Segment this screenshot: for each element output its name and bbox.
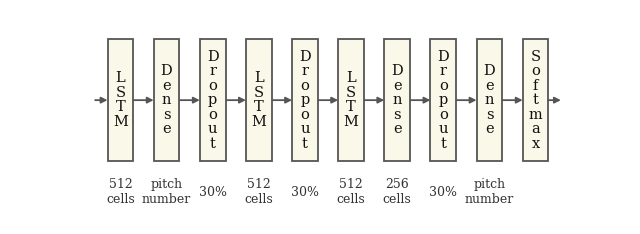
FancyBboxPatch shape (108, 39, 133, 161)
Text: pitch
number: pitch number (465, 178, 514, 206)
FancyBboxPatch shape (246, 39, 272, 161)
Text: 512
cells: 512 cells (106, 178, 135, 206)
FancyBboxPatch shape (431, 39, 456, 161)
Text: D
e
n
s
e: D e n s e (391, 64, 403, 136)
Text: D
e
n
s
e: D e n s e (161, 64, 172, 136)
Text: L
S
T
M: L S T M (344, 71, 358, 129)
Text: L
S
T
M: L S T M (252, 71, 266, 129)
Text: 512
cells: 512 cells (337, 178, 365, 206)
Text: L
S
T
M: L S T M (113, 71, 128, 129)
Text: D
e
n
s
e: D e n s e (484, 64, 495, 136)
FancyBboxPatch shape (523, 39, 548, 161)
Text: D
r
o
p
o
u
t: D r o p o u t (207, 50, 218, 151)
FancyBboxPatch shape (477, 39, 502, 161)
Text: S
o
f
t
m
a
x: S o f t m a x (529, 50, 543, 151)
Text: 512
cells: 512 cells (244, 178, 273, 206)
Text: 30%: 30% (429, 186, 458, 198)
Text: 256
cells: 256 cells (383, 178, 412, 206)
Text: pitch
number: pitch number (142, 178, 191, 206)
Text: 30%: 30% (198, 186, 227, 198)
Text: D
r
o
p
o
u
t: D r o p o u t (299, 50, 311, 151)
FancyBboxPatch shape (154, 39, 179, 161)
Text: D
r
o
p
o
u
t: D r o p o u t (438, 50, 449, 151)
FancyBboxPatch shape (338, 39, 364, 161)
FancyBboxPatch shape (384, 39, 410, 161)
Text: 30%: 30% (291, 186, 319, 198)
FancyBboxPatch shape (292, 39, 318, 161)
FancyBboxPatch shape (200, 39, 225, 161)
